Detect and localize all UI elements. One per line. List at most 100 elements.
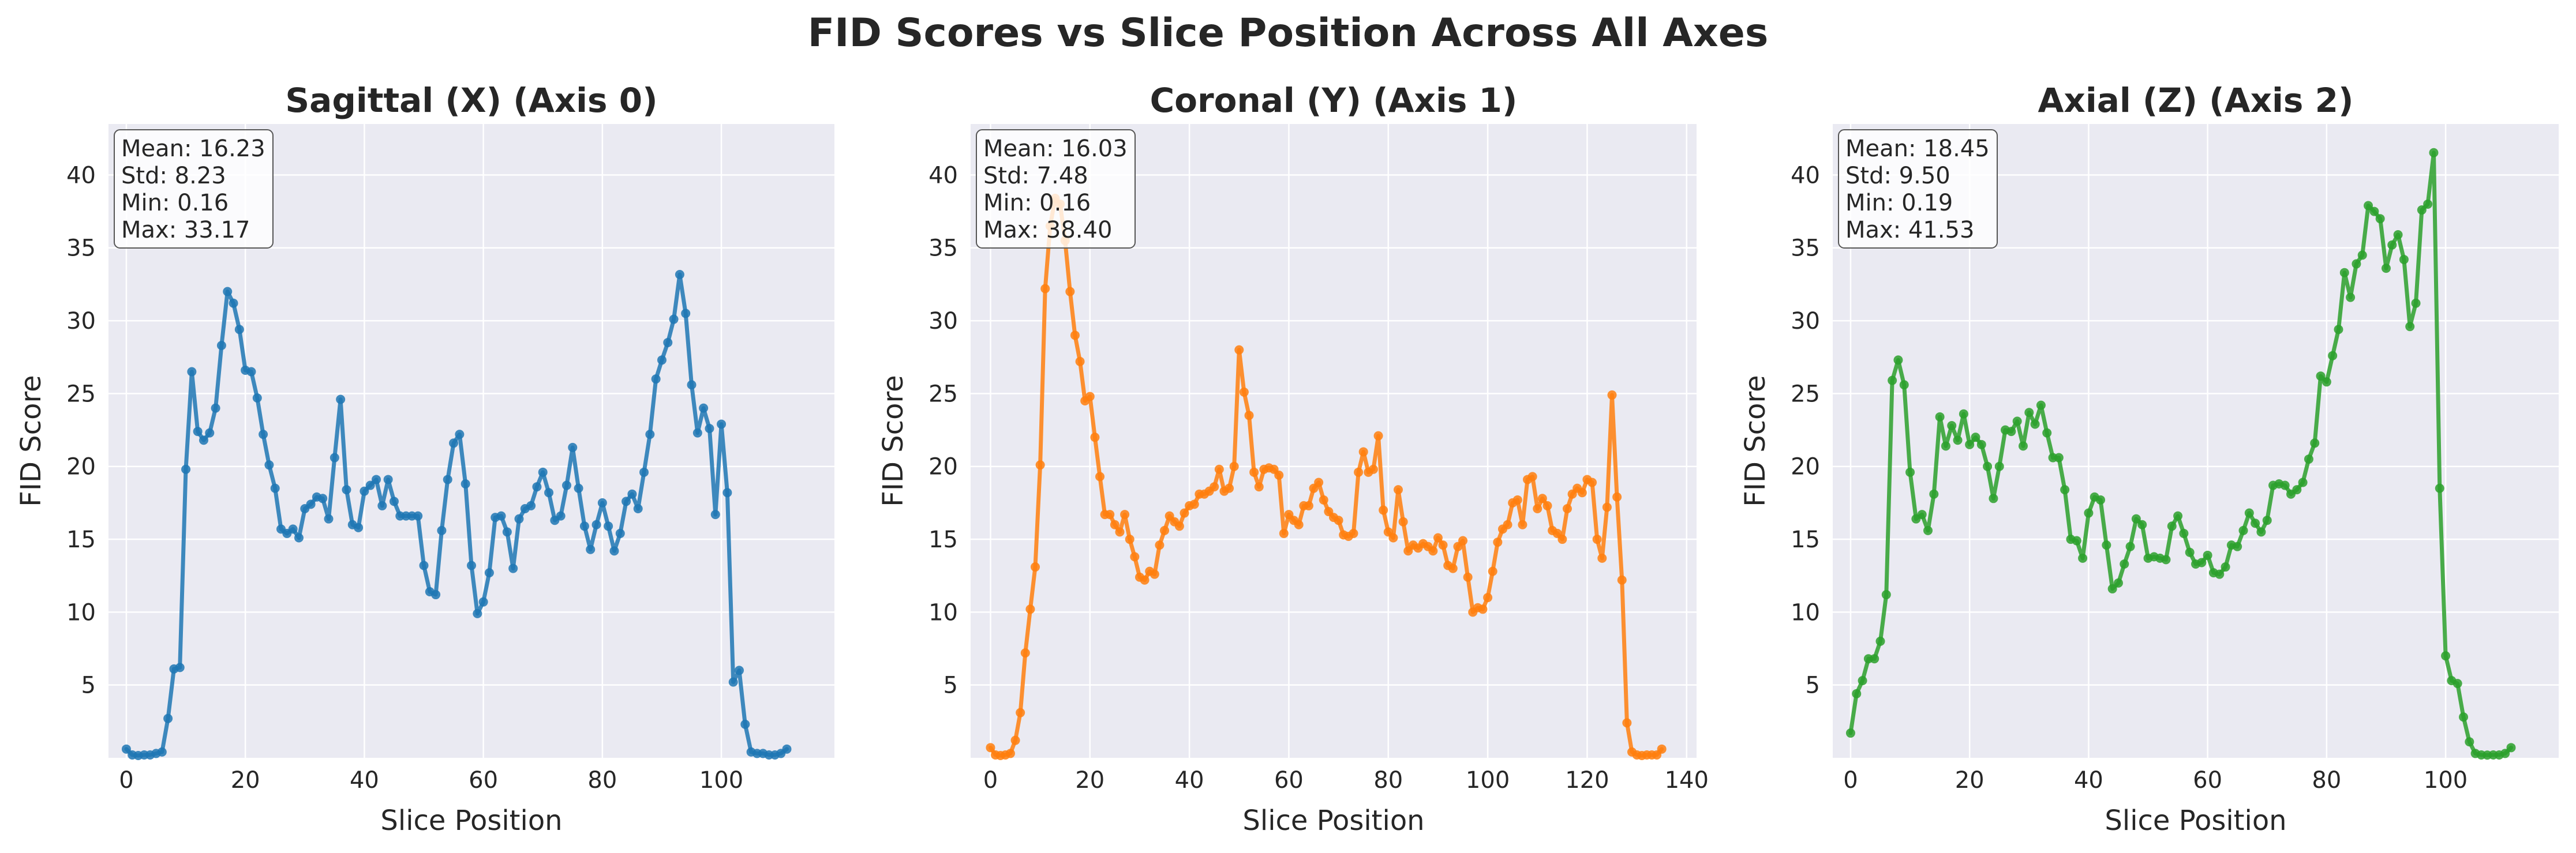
data-point: [419, 561, 429, 570]
data-point: [1229, 461, 1239, 471]
data-point: [1244, 411, 1254, 420]
data-point: [579, 521, 589, 531]
x-tick-label: 100: [2424, 767, 2468, 794]
data-point: [330, 453, 339, 463]
x-tick-label: 0: [1843, 767, 1858, 794]
data-point: [604, 521, 613, 531]
data-point: [597, 498, 607, 508]
data-point: [467, 561, 476, 570]
data-point: [1893, 355, 1903, 365]
data-point: [633, 503, 643, 513]
x-tick-label: 0: [983, 767, 998, 794]
data-point: [2113, 578, 2123, 588]
stats-line: Std: 7.48: [983, 163, 1088, 189]
data-point: [1368, 464, 1378, 474]
data-point: [2393, 230, 2403, 240]
data-point: [1214, 464, 1224, 474]
data-point: [639, 467, 649, 477]
data-point: [1657, 744, 1667, 754]
stats-line: Max: 41.53: [1845, 217, 1974, 243]
y-tick-label: 5: [1806, 672, 1820, 699]
y-tick-label: 5: [943, 672, 958, 699]
data-point: [360, 486, 369, 496]
data-point: [663, 337, 673, 347]
data-point: [508, 563, 518, 573]
stats-box: [976, 129, 1136, 249]
data-point: [2036, 400, 2046, 410]
data-point: [2078, 553, 2088, 563]
data-point: [2316, 371, 2326, 381]
y-tick-label: 25: [928, 381, 958, 407]
data-point: [318, 494, 328, 503]
data-point: [1518, 520, 1527, 529]
stats-line: Mean: 16.03: [983, 136, 1128, 162]
data-point: [1448, 563, 1458, 573]
stats-box: [1838, 129, 1998, 249]
x-tick-label: 140: [1665, 767, 1709, 794]
data-point: [342, 485, 351, 495]
x-tick-label: 20: [1075, 767, 1104, 794]
data-point: [699, 403, 709, 413]
data-point: [657, 355, 667, 365]
data-point: [782, 744, 792, 754]
data-point: [1597, 553, 1607, 563]
data-point: [1005, 749, 1015, 758]
subplot-title: Sagittal (X) (Axis 0): [285, 81, 657, 120]
data-point: [1433, 533, 1443, 543]
data-point: [2161, 555, 2171, 565]
data-point: [609, 546, 619, 556]
y-tick-label: 20: [1791, 454, 1820, 480]
y-tick-label: 10: [928, 599, 958, 626]
data-point: [544, 488, 554, 498]
data-point: [157, 747, 167, 757]
data-point: [246, 367, 256, 377]
data-point: [1239, 387, 1249, 397]
y-tick-label: 30: [928, 308, 958, 335]
data-point: [681, 309, 691, 318]
x-tick-label: 80: [2312, 767, 2341, 794]
data-point: [1983, 461, 1993, 471]
data-point: [223, 287, 233, 296]
y-tick-label: 35: [1791, 235, 1820, 262]
data-point: [1095, 472, 1105, 482]
data-point: [1463, 572, 1473, 582]
data-point: [216, 341, 226, 351]
data-point: [710, 510, 720, 520]
data-point: [2173, 511, 2183, 521]
data-point: [1234, 345, 1244, 355]
data-point: [1334, 516, 1343, 525]
data-point: [1989, 494, 1998, 503]
data-point: [1512, 495, 1522, 505]
data-point: [1225, 483, 1234, 493]
subplot-title: Coronal (Y) (Axis 1): [1150, 81, 1518, 120]
data-point: [1917, 510, 1927, 520]
subplot-2: 0 20 40 60 80 100 120 140 5 10 15 20 25 30 35 40 Coronal…: [877, 81, 1709, 837]
y-tick-label: 35: [928, 235, 958, 262]
data-point: [2125, 542, 2135, 551]
data-point: [324, 514, 334, 524]
data-point: [211, 403, 220, 413]
data-point: [377, 501, 387, 510]
data-point: [2012, 416, 2022, 426]
data-point: [1379, 505, 1388, 515]
x-tick-label: 20: [1955, 767, 1985, 794]
stats-line: Max: 38.40: [983, 217, 1112, 243]
data-point: [1587, 478, 1597, 487]
x-tick-label: 60: [2193, 767, 2222, 794]
data-point: [1965, 439, 1975, 449]
data-point: [389, 497, 399, 506]
data-point: [1881, 590, 1891, 600]
data-point: [1373, 431, 1383, 441]
data-point: [2137, 520, 2147, 529]
data-point: [1617, 575, 1627, 585]
data-point: [568, 442, 578, 452]
data-point: [1090, 433, 1100, 442]
data-point: [1210, 482, 1219, 492]
data-point: [2221, 562, 2230, 572]
data-point: [1577, 488, 1587, 498]
y-tick-label: 30: [1791, 308, 1820, 335]
data-point: [627, 489, 637, 499]
data-point: [1394, 485, 1403, 495]
data-point: [986, 743, 995, 753]
